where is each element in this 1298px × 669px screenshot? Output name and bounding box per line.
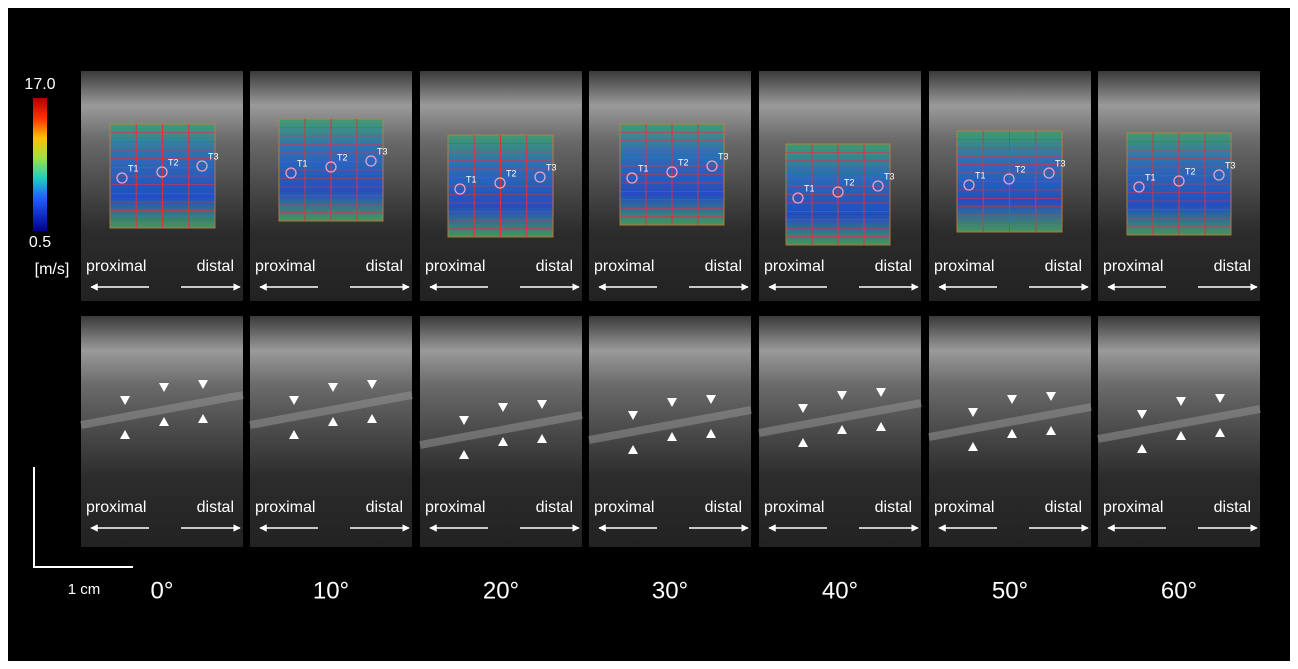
angle-label: 0° [151, 577, 174, 604]
direction-label: distal [536, 499, 573, 516]
roi-label: T3 [718, 151, 729, 161]
roi-label: T1 [638, 163, 649, 173]
roi-label: T2 [844, 177, 855, 187]
direction-label: distal [705, 499, 742, 516]
colorbar-unit: [m/s] [35, 261, 70, 278]
angle-label: 40° [822, 577, 858, 604]
angle-label: 50° [992, 577, 1028, 604]
direction-label: distal [366, 499, 403, 516]
roi-label: T3 [377, 146, 388, 156]
direction-label: proximal [594, 258, 654, 275]
direction-label: distal [1214, 499, 1251, 516]
roi-label: T1 [975, 170, 986, 180]
direction-label: proximal [86, 258, 146, 275]
roi-label: T2 [1015, 164, 1026, 174]
colorbar-max: 17.0 [24, 76, 55, 93]
roi-label: T3 [208, 151, 219, 161]
direction-label: distal [366, 258, 403, 275]
direction-label: distal [1045, 499, 1082, 516]
roi-label: T1 [297, 158, 308, 168]
roi-label: T2 [337, 152, 348, 162]
roi-label: T3 [884, 171, 895, 181]
angle-label: 60° [1161, 577, 1197, 604]
direction-label: proximal [594, 499, 654, 516]
roi-label: T3 [546, 162, 557, 172]
direction-label: proximal [1103, 499, 1163, 516]
direction-label: distal [197, 258, 234, 275]
roi-label: T2 [1185, 166, 1196, 176]
roi-label: T2 [506, 168, 517, 178]
direction-label: distal [875, 499, 912, 516]
roi-label: T1 [804, 183, 815, 193]
colorbar [33, 98, 47, 231]
direction-label: distal [1214, 258, 1251, 275]
direction-label: proximal [255, 258, 315, 275]
direction-label: proximal [255, 499, 315, 516]
direction-label: proximal [425, 499, 485, 516]
scale-bar-label: 1 cm [68, 581, 101, 598]
roi-label: T1 [1145, 172, 1156, 182]
roi-label: T3 [1225, 160, 1236, 170]
figure: 17.0 0.5 [m/s] 1 cm T1 T2 T3 proximal distal… [0, 0, 1298, 669]
roi-label: T1 [128, 163, 139, 173]
angle-label: 20° [483, 577, 519, 604]
direction-label: distal [705, 258, 742, 275]
roi-label: T2 [168, 157, 179, 167]
roi-label: T3 [1055, 158, 1066, 168]
roi-label: T2 [678, 157, 689, 167]
direction-label: distal [1045, 258, 1082, 275]
direction-label: distal [197, 499, 234, 516]
direction-label: proximal [425, 258, 485, 275]
angle-label: 30° [652, 577, 688, 604]
direction-label: proximal [934, 499, 994, 516]
direction-label: proximal [764, 258, 824, 275]
direction-label: distal [536, 258, 573, 275]
page: 17.0 0.5 [m/s] 1 cm T1 T2 T3 proximal distal… [0, 0, 1298, 669]
angle-label: 10° [313, 577, 349, 604]
direction-label: proximal [764, 499, 824, 516]
direction-label: distal [875, 258, 912, 275]
roi-label: T1 [466, 174, 477, 184]
panels: T1 T2 T3 proximal distal proximal distal 0° T1 T2… [81, 71, 1260, 604]
direction-label: proximal [86, 499, 146, 516]
colorbar-min: 0.5 [29, 234, 51, 251]
direction-label: proximal [934, 258, 994, 275]
direction-label: proximal [1103, 258, 1163, 275]
